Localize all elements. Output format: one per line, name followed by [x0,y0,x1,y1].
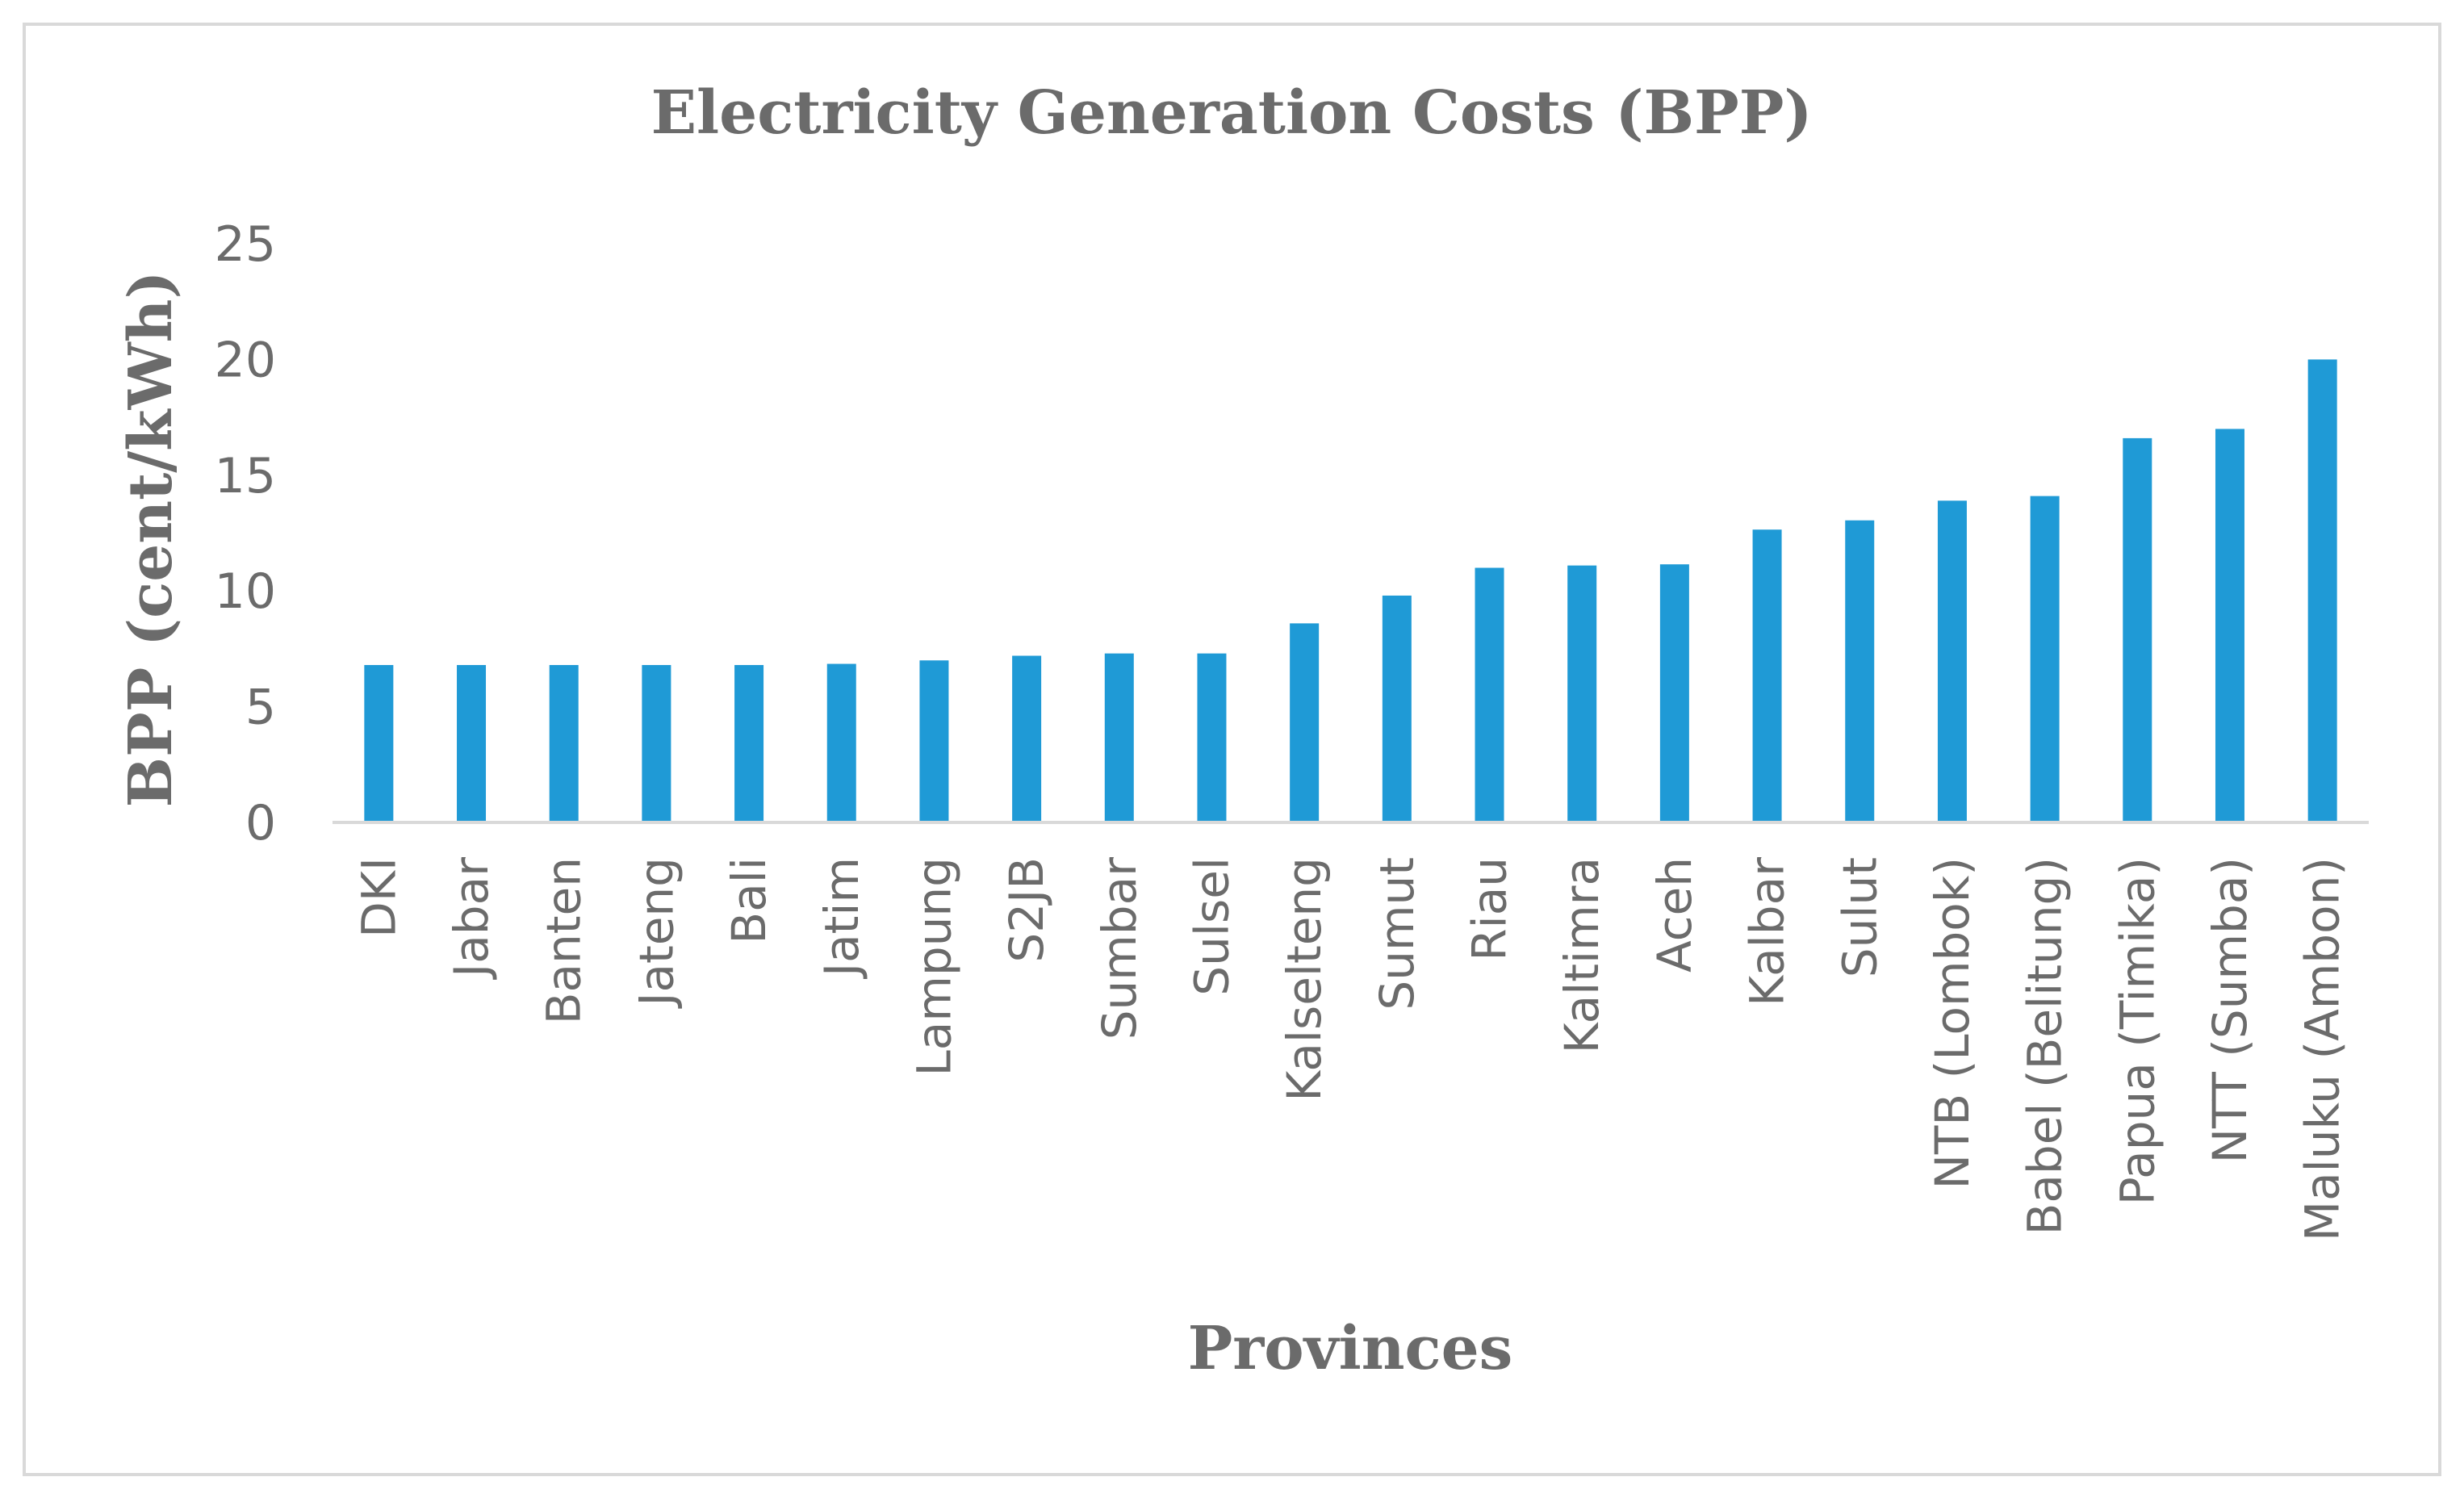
bar [734,664,764,822]
x-tick-label: Jateng [629,857,684,1009]
bar [1382,595,1412,822]
x-tick-label: Kaltimra [1554,857,1609,1053]
bar [642,664,671,822]
bar [1752,529,1782,822]
x-tick-label: Jabar [444,857,499,980]
bar [1937,500,1967,822]
x-tick-label: Sulut [1832,857,1887,977]
x-tick-label: Banten [537,857,592,1024]
bar [2307,359,2337,822]
x-axis-title: Provinces [1188,1314,1513,1383]
bar [1197,653,1227,822]
x-tick-label: S2JB [999,857,1054,963]
x-tick-label: NTT (Sumba) [2203,857,2257,1163]
bar [364,664,394,822]
y-tick-label: 0 [245,795,276,851]
x-tick-label: Bali [722,857,776,944]
bar [1104,653,1134,822]
y-tick-label: 20 [215,332,276,388]
chart-title: Electricity Generation Costs (BPP) [651,78,1813,148]
x-tick-label: Babel (Belitung) [2018,857,2073,1235]
x-tick-label: Sulsel [1184,857,1239,996]
bar [1012,655,1042,822]
x-tick-label: Aceh [1647,857,1702,973]
x-tick-label: Papua (Timika) [2110,857,2165,1205]
x-tick-label: Riau [1462,857,1517,961]
category-labels: DKI Jabar Banten Jateng Bali Jatim Lampung S2JB… [351,857,2349,1241]
bars-group [364,359,2337,822]
bar [2123,437,2152,822]
y-tick-label: 10 [215,563,276,620]
y-axis-ticks: 0 5 10 15 20 25 [215,216,276,851]
bar [1845,520,1875,822]
x-tick-label: Sumbar [1092,857,1147,1040]
y-tick-label: 25 [215,216,276,273]
bar [1567,565,1597,822]
x-tick-label: DKI [351,857,406,938]
x-tick-label: Jatim [814,857,869,979]
bar [457,664,487,822]
bar [826,663,856,822]
bar [2215,429,2244,822]
y-axis-title: BPP (cent/kWh) [116,271,186,808]
x-tick-label: NTB (Lombok) [1925,857,1980,1189]
bar [1290,623,1320,822]
x-tick-label: Lampung [906,857,961,1077]
x-tick-label: Kalselteng [1277,857,1332,1102]
y-tick-label: 5 [245,680,276,736]
x-tick-label: Sumut [1370,857,1424,1010]
bar [919,660,949,822]
bar [1659,564,1689,822]
bar [1475,567,1504,822]
x-tick-label: Kalbar [1740,857,1795,1006]
x-tick-label: Maluku (Ambon) [2295,857,2350,1241]
y-tick-label: 15 [215,448,276,504]
bar [549,664,579,822]
bar [2030,496,2060,822]
